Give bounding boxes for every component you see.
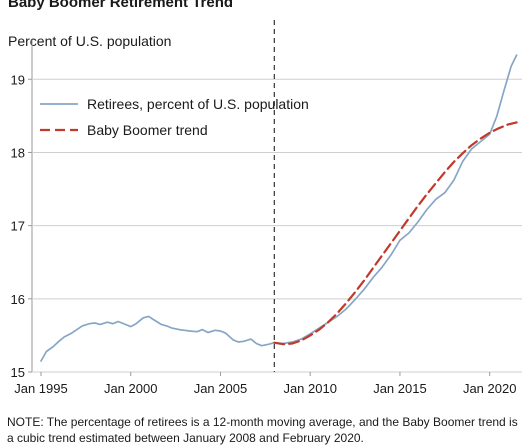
legend-entry: Baby Boomer trend	[87, 122, 208, 138]
y-tick-label: 17	[11, 219, 25, 234]
series-line-trend	[273, 121, 518, 346]
y-tick-label: 18	[11, 145, 25, 160]
x-tick-label: Jan 2000	[104, 381, 158, 396]
line-chart: 15 16 17 18 19 Jan 1995 Jan 2000 Jan 2005 Jan 20…	[11, 20, 522, 396]
legend-entry: Retirees, percent of U.S. population	[87, 96, 309, 112]
y-axis-label: Percent of U.S. population	[8, 33, 172, 49]
x-tick-label: Jan 2015	[373, 381, 427, 396]
y-tick-label: 16	[11, 292, 25, 307]
x-tick-label: Jan 2010	[283, 381, 337, 396]
series-line-retirees	[40, 54, 518, 362]
x-tick-label: Jan 1995	[14, 381, 68, 396]
chart-note: NOTE: The percentage of retirees is a 12…	[7, 415, 518, 445]
y-tick-label: 15	[11, 365, 25, 380]
x-tick-label: Jan 2020	[463, 381, 517, 396]
chart-title: Baby Boomer Retirement Trend	[8, 0, 234, 11]
x-tick-label: Jan 2005	[194, 381, 248, 396]
y-tick-label: 19	[11, 72, 25, 87]
